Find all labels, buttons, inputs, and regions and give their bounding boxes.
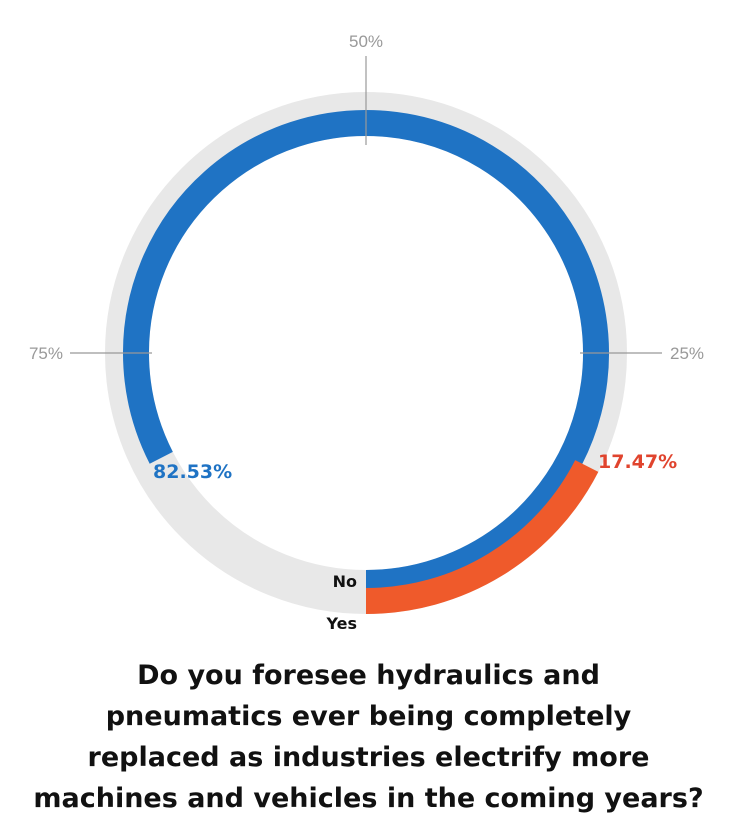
tick-label-25: 25% (670, 344, 704, 363)
title-line-1: Do you foresee hydraulics and (137, 660, 600, 691)
no-arc (123, 110, 609, 596)
title-line-2: pneumatics ever being completely (105, 701, 632, 732)
title-line-4: machines and vehicles in the coming year… (33, 783, 704, 814)
tick-label-50: 50% (349, 32, 383, 51)
yes-value-label: 17.47% (598, 451, 677, 473)
title-line-3: replaced as industries electrify more (87, 742, 650, 773)
no-series-label: No (333, 572, 357, 591)
chart-question-title: Do you foresee hydraulics and pneumatics… (0, 655, 737, 819)
yes-series-label: Yes (326, 614, 358, 633)
radial-bar-chart: 50% 25% 75% 82.53% 17.47% No Yes (29, 32, 704, 633)
no-value-label: 82.53% (153, 461, 232, 483)
tick-label-75: 75% (29, 344, 63, 363)
yes-arc (365, 460, 599, 614)
